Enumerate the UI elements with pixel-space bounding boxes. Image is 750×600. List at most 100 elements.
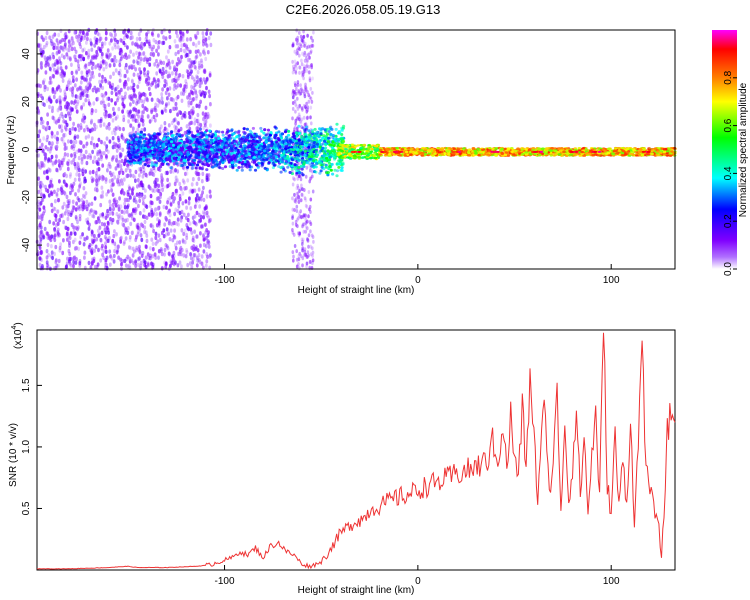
heatmap-cell	[64, 113, 68, 119]
heatmap-cell	[45, 249, 49, 254]
heatmap-cell	[197, 196, 201, 201]
heatmap-cell	[207, 215, 211, 220]
heatmap-cell	[141, 174, 145, 179]
heatmap-cell	[123, 205, 127, 210]
heatmap-cell	[66, 166, 70, 172]
heatmap-cell	[96, 152, 99, 157]
heatmap-cell	[139, 58, 143, 63]
heatmap-cell	[303, 94, 307, 99]
heatmap-cell	[78, 184, 81, 189]
heatmap-cell	[37, 153, 41, 158]
heatmap-cell	[93, 264, 97, 270]
heatmap-cell	[51, 34, 55, 39]
heatmap-cell	[118, 182, 122, 187]
heatmap-cell	[156, 206, 160, 211]
heatmap-cell	[48, 219, 52, 225]
heatmap-cell	[112, 233, 116, 239]
heatmap-cell	[72, 263, 75, 269]
heatmap-cell	[205, 236, 208, 241]
heatmap-cell	[106, 168, 109, 173]
heatmap-cell	[189, 252, 193, 257]
heatmap-cell	[82, 242, 86, 247]
heatmap-cell	[263, 166, 267, 170]
heatmap-cell	[301, 35, 305, 40]
heatmap-cell	[164, 108, 168, 114]
heatmap-cell	[87, 202, 91, 207]
heatmap-cell	[133, 134, 137, 138]
heatmap-cell	[190, 230, 194, 235]
heatmap-cell	[247, 162, 251, 166]
heatmap-cell	[64, 46, 68, 51]
heatmap-cell	[203, 211, 207, 216]
heatmap-cell	[146, 261, 150, 266]
heatmap-cell	[99, 194, 103, 199]
heatmap-cell	[149, 200, 153, 205]
heatmap-cell	[60, 53, 64, 58]
heatmap-cell	[74, 57, 78, 63]
heatmap-cell	[157, 233, 161, 238]
heatmap-cell	[107, 102, 111, 108]
heatmap-cell	[291, 106, 295, 111]
heatmap-cell	[122, 210, 126, 215]
heatmap-cell	[160, 173, 164, 178]
heatmap-cell	[58, 248, 62, 253]
heatmap-cell	[91, 127, 94, 132]
heatmap-cell	[110, 85, 114, 91]
heatmap-cell	[58, 59, 62, 64]
heatmap-cell	[179, 164, 183, 167]
heatmap-cell	[124, 230, 128, 235]
heatmap-cell	[113, 111, 116, 116]
heatmap-cell	[193, 121, 197, 126]
heatmap-cell	[292, 254, 295, 259]
heatmap-cell	[172, 118, 176, 123]
heatmap-cell	[176, 76, 180, 81]
heatmap-cell	[56, 65, 60, 70]
heatmap-cell	[188, 57, 192, 63]
heatmap-cell	[43, 84, 47, 90]
heatmap-cell	[103, 76, 107, 82]
heatmap-cell	[148, 56, 152, 62]
heatmap-cell	[115, 148, 119, 153]
heatmap-cell	[83, 237, 87, 242]
heatmap-cell	[161, 87, 165, 92]
heatmap-cell	[46, 121, 50, 126]
heatmap-cell	[70, 160, 74, 165]
heatmap-cell	[53, 251, 56, 257]
heatmap-cell	[205, 135, 209, 139]
heatmap-cell	[198, 204, 202, 209]
heatmap-cell	[107, 126, 111, 131]
heatmap-cell	[304, 203, 308, 208]
heatmap-cell	[196, 49, 200, 54]
heatmap-cell	[150, 222, 154, 228]
heatmap-cell	[192, 97, 195, 102]
heatmap-cell	[180, 187, 183, 192]
heatmap-cell	[131, 191, 134, 196]
heatmap-cell	[204, 157, 208, 161]
heatmap-cell	[122, 126, 125, 132]
heatmap-cell	[90, 208, 93, 213]
heatmap-cell	[166, 246, 170, 251]
heatmap-cell	[137, 99, 140, 105]
heatmap-cell	[144, 244, 148, 249]
heatmap-cell	[122, 81, 126, 87]
heatmap-cell	[95, 237, 99, 242]
heatmap-cell	[136, 132, 140, 136]
heatmap-cell	[294, 121, 297, 126]
heatmap-cell	[306, 219, 309, 224]
heatmap-cell	[287, 129, 291, 133]
heatmap-cell	[189, 206, 193, 211]
heatmap-cell	[58, 217, 61, 223]
heatmap-cell	[63, 172, 67, 177]
heatmap-cell	[57, 258, 61, 264]
heatmap-cell	[87, 260, 91, 266]
heatmap-cell	[174, 168, 177, 173]
heatmap-cell	[127, 28, 131, 33]
heatmap-cell	[141, 114, 145, 119]
heatmap-cell	[51, 52, 55, 57]
heatmap-cell	[321, 149, 325, 153]
heatmap-cell	[154, 207, 157, 212]
heatmap-cell	[82, 186, 86, 191]
heatmap-cell	[301, 107, 304, 112]
heatmap-cell	[175, 96, 179, 101]
heatmap-cell	[195, 181, 199, 186]
